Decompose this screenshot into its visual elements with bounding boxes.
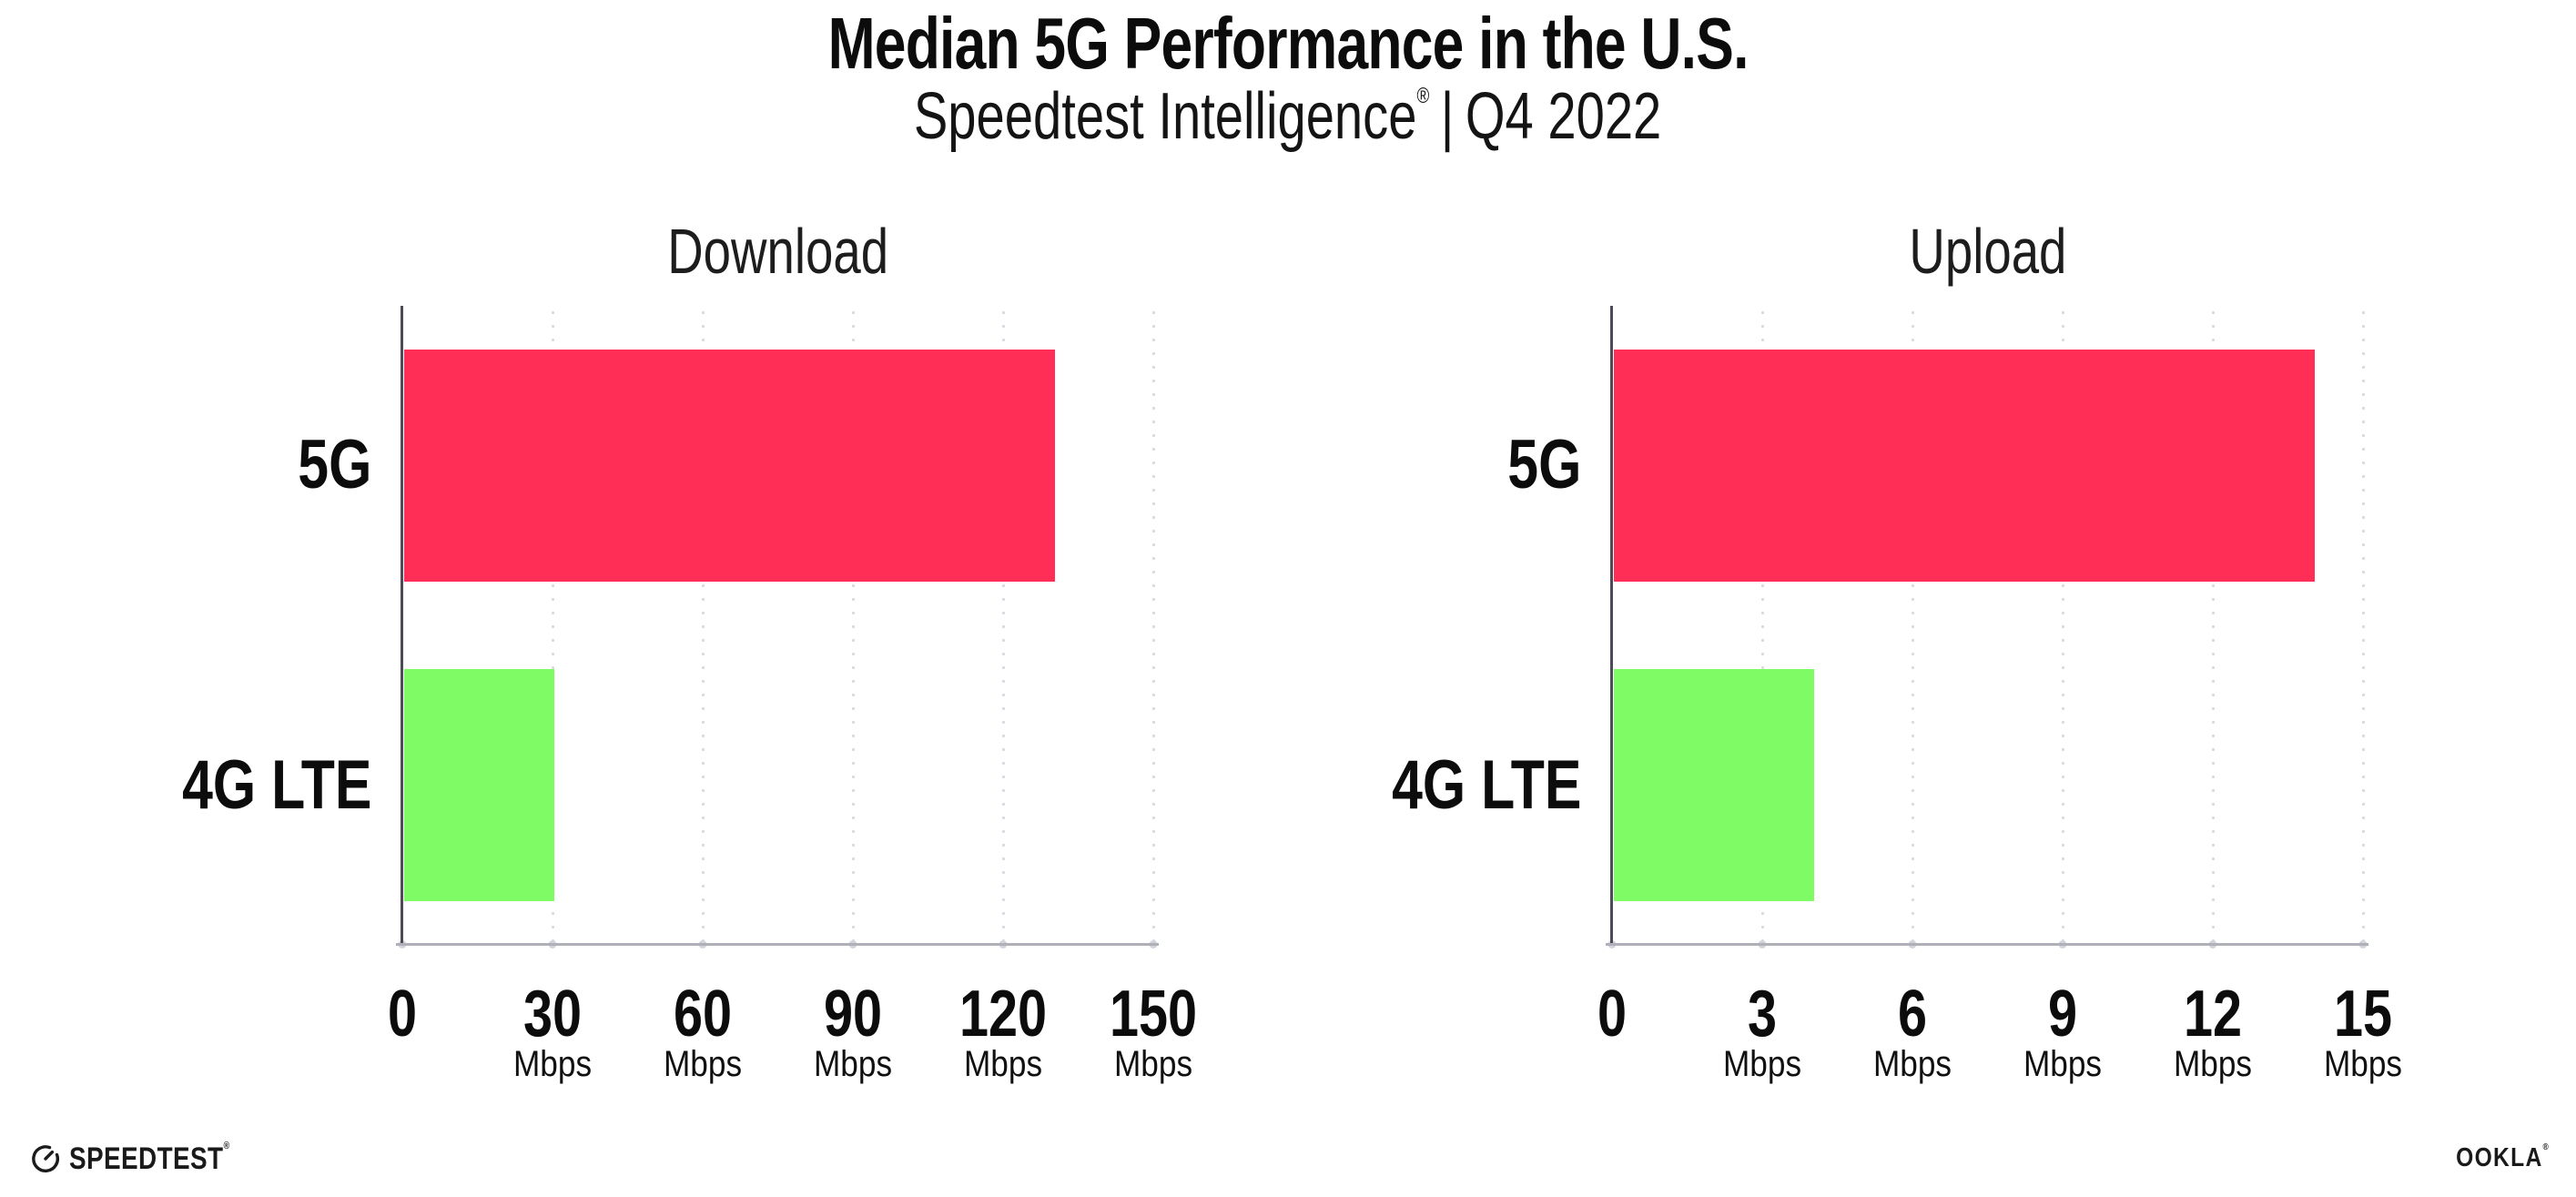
speedtest-gauge-icon	[32, 1145, 59, 1172]
x-tick-label: 120	[958, 978, 1048, 1050]
category-label-5g: 5G	[297, 426, 371, 503]
subtitle-brand: Speedtest Intelligence	[914, 80, 1417, 153]
upload-chart: Upload 0 3 Mbps 6 Mbps 9 Mbps 12 Mbps 15 Mbps 5G 4G …	[1392, 219, 2402, 1082]
gridline	[1760, 306, 1764, 943]
bar-4g-lte	[1614, 669, 1814, 901]
download-chart-title-text: Download	[667, 216, 888, 287]
subtitle-period: Q4 2022	[1465, 80, 1662, 153]
x-tick-label: 30	[522, 978, 583, 1050]
ookla-logo: OOKLA®	[2456, 1142, 2550, 1172]
x-tick-label: 12	[2183, 978, 2243, 1050]
y-axis-line	[1610, 306, 1613, 946]
ookla-label: OOKLA	[2456, 1143, 2543, 1172]
gridline	[701, 306, 705, 943]
x-tick-unit-label: Mbps	[1722, 1044, 1802, 1084]
category-label-4g-lte: 4G LTE	[1391, 746, 1581, 824]
speedtest-logo: SPEEDTEST®	[30, 1141, 265, 1176]
x-tick-label: 15	[2333, 978, 2393, 1050]
gridline	[1151, 306, 1155, 943]
gridline	[1911, 306, 1914, 943]
x-tick-unit-label: Mbps	[813, 1044, 893, 1084]
download-chart: Download 0 30 Mbps 60 Mbps 90 Mbps 120 Mbps 150 Mb…	[182, 219, 1197, 1082]
page-subtitle-text: Speedtest Intelligence® | Q4 2022	[914, 84, 1661, 149]
gridline	[1001, 306, 1005, 943]
speedtest-registered-mark: ®	[223, 1141, 230, 1151]
x-tick-unit-label: Mbps	[512, 1044, 593, 1084]
subtitle-separator: |	[1441, 80, 1455, 153]
x-tick-unit-label: Mbps	[2173, 1044, 2253, 1084]
x-tick-label: 60	[673, 978, 733, 1050]
x-tick-unit-label: Mbps	[1113, 1044, 1193, 1084]
gridline	[2211, 306, 2215, 943]
x-tick-label: 150	[1109, 978, 1198, 1050]
x-tick-unit-label: Mbps	[1872, 1044, 1952, 1084]
gridline	[2061, 306, 2064, 943]
x-tick-label: 6	[1897, 978, 1928, 1050]
speedtest-wordmark: SPEEDTEST®	[69, 1141, 230, 1176]
bar-5g	[1614, 350, 2315, 582]
x-tick-unit-label: Mbps	[963, 1044, 1043, 1084]
category-label-4g-lte: 4G LTE	[181, 746, 371, 824]
ookla-registered-mark: ®	[2542, 1142, 2550, 1152]
upload-chart-title-text: Upload	[1908, 216, 2067, 287]
gridline	[2361, 306, 2365, 943]
x-tick-label: 9	[2047, 978, 2078, 1050]
bar-4g-lte	[404, 669, 554, 901]
x-tick-unit-label: Mbps	[2023, 1044, 2103, 1084]
x-tick-unit-label: Mbps	[663, 1044, 743, 1084]
speedtest-label: SPEEDTEST	[69, 1141, 224, 1176]
page-subtitle: Speedtest Intelligence® | Q4 2022	[0, 84, 2576, 149]
x-axis-line	[1606, 943, 2368, 946]
page-title: Median 5G Performance in the U.S.	[0, 7, 2576, 80]
x-axis-line	[396, 943, 1159, 946]
x-tick-label: 0	[1597, 978, 1628, 1050]
x-tick-label: 0	[387, 978, 418, 1050]
download-chart-title: Download	[402, 219, 1153, 283]
page-title-text: Median 5G Performance in the U.S.	[827, 3, 1749, 84]
bar-5g	[404, 350, 1055, 582]
upload-chart-title: Upload	[1612, 219, 2363, 283]
x-tick-label: 90	[823, 978, 883, 1050]
category-label-5g: 5G	[1506, 426, 1581, 503]
x-tick-label: 3	[1747, 978, 1778, 1050]
y-axis-line	[401, 306, 403, 946]
gridline	[551, 306, 554, 943]
x-tick-unit-label: Mbps	[2323, 1044, 2403, 1084]
gridline	[851, 306, 855, 943]
registered-mark: ®	[1416, 84, 1430, 108]
